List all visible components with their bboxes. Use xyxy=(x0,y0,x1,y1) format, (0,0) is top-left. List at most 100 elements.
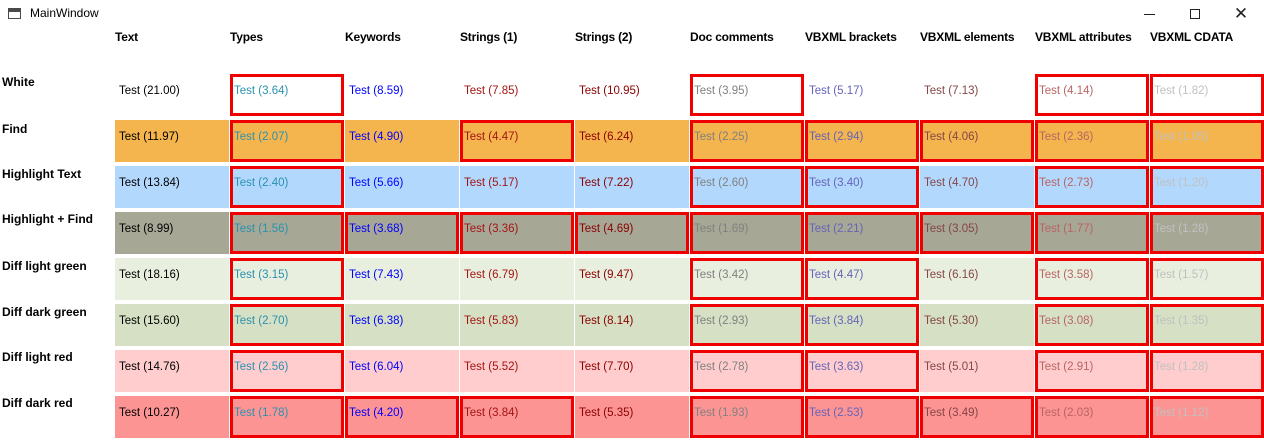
grid-cell: Test (2.56) xyxy=(230,350,344,392)
cell-label: Test (1.28) xyxy=(1154,361,1209,373)
grid-cell: Test (2.21) xyxy=(805,212,919,254)
cell-label: Test (3.42) xyxy=(694,269,749,281)
grid-cell: Test (2.93) xyxy=(690,304,804,346)
grid-cell: Test (2.78) xyxy=(690,350,804,392)
grid-cell: Test (3.84) xyxy=(460,396,574,438)
grid-cell: Test (4.69) xyxy=(575,212,689,254)
grid-cell: Test (5.52) xyxy=(460,350,574,392)
column-header: Keywords xyxy=(345,30,401,44)
grid-cell: Test (2.40) xyxy=(230,166,344,208)
grid-cell: Test (21.00) xyxy=(115,74,229,116)
row-header: Diff light red xyxy=(2,350,73,364)
grid-cell: Test (1.12) xyxy=(1150,396,1264,438)
grid-cell: Test (4.90) xyxy=(345,120,459,162)
cell-label: Test (5.83) xyxy=(464,315,519,327)
grid-cell: Test (3.58) xyxy=(1035,258,1149,300)
grid-cell: Test (1.69) xyxy=(690,212,804,254)
cell-label: Test (13.84) xyxy=(119,177,180,189)
grid-cell: Test (6.16) xyxy=(920,258,1034,300)
grid-cell: Test (2.94) xyxy=(805,120,919,162)
cell-label: Test (5.17) xyxy=(464,177,519,189)
cell-label: Test (1.93) xyxy=(694,407,749,419)
grid-cell: Test (5.01) xyxy=(920,350,1034,392)
grid-cell: Test (2.70) xyxy=(230,304,344,346)
cell-label: Test (2.94) xyxy=(809,131,864,143)
grid-cell: Test (1.56) xyxy=(230,212,344,254)
grid-cell: Test (1.93) xyxy=(690,396,804,438)
cell-label: Test (7.85) xyxy=(464,85,519,97)
cell-label: Test (3.36) xyxy=(464,223,519,235)
cell-label: Test (21.00) xyxy=(119,85,180,97)
grid-cell: Test (7.85) xyxy=(460,74,574,116)
cell-label: Test (1.57) xyxy=(1154,269,1209,281)
grid-cell: Test (1.77) xyxy=(1035,212,1149,254)
grid-cell: Test (3.49) xyxy=(920,396,1034,438)
cell-label: Test (2.73) xyxy=(1039,177,1094,189)
cell-label: Test (6.38) xyxy=(349,315,404,327)
minimize-button[interactable] xyxy=(1126,0,1172,28)
close-icon: ✕ xyxy=(1233,3,1249,24)
maximize-icon xyxy=(1190,9,1200,19)
cell-label: Test (7.13) xyxy=(924,85,979,97)
grid-cell: Test (3.42) xyxy=(690,258,804,300)
cell-label: Test (4.69) xyxy=(579,223,634,235)
row-header: Highlight Text xyxy=(2,167,82,181)
grid-cell: Test (1.28) xyxy=(1150,212,1264,254)
grid-cell: Test (1.28) xyxy=(1150,350,1264,392)
cell-label: Test (3.68) xyxy=(349,223,404,235)
grid-cell: Test (6.79) xyxy=(460,258,574,300)
row-header: Diff dark red xyxy=(2,396,73,410)
grid-cell: Test (6.38) xyxy=(345,304,459,346)
column-header: VBXML brackets xyxy=(805,30,897,44)
grid-cell: Test (10.27) xyxy=(115,396,229,438)
cell-label: Test (8.59) xyxy=(349,85,404,97)
grid-cell: Test (4.20) xyxy=(345,396,459,438)
cell-label: Test (7.22) xyxy=(579,177,634,189)
cell-label: Test (4.90) xyxy=(349,131,404,143)
grid-cell: Test (3.40) xyxy=(805,166,919,208)
cell-label: Test (18.16) xyxy=(119,269,180,281)
app-window-icon xyxy=(8,8,21,19)
grid-cell: Test (4.47) xyxy=(805,258,919,300)
grid-cell: Test (14.76) xyxy=(115,350,229,392)
cell-label: Test (6.79) xyxy=(464,269,519,281)
minimize-icon xyxy=(1143,13,1155,15)
grid-cell: Test (2.73) xyxy=(1035,166,1149,208)
cell-label: Test (3.64) xyxy=(234,85,289,97)
cell-label: Test (1.12) xyxy=(1154,407,1209,419)
column-header: VBXML CDATA xyxy=(1150,30,1234,44)
grid-cell: Test (5.17) xyxy=(460,166,574,208)
grid-cell: Test (1.57) xyxy=(1150,258,1264,300)
cell-label: Test (1.28) xyxy=(1154,223,1209,235)
maximize-button[interactable] xyxy=(1172,0,1218,28)
grid-cell: Test (1.78) xyxy=(230,396,344,438)
grid-cell: Test (5.66) xyxy=(345,166,459,208)
cell-label: Test (2.70) xyxy=(234,315,289,327)
close-button[interactable]: ✕ xyxy=(1218,0,1264,28)
grid-cell: Test (2.60) xyxy=(690,166,804,208)
grid-cell: Test (15.60) xyxy=(115,304,229,346)
grid-cell: Test (3.95) xyxy=(690,74,804,116)
grid-cell: Test (1.20) xyxy=(1150,166,1264,208)
cell-label: Test (3.95) xyxy=(694,85,749,97)
cell-label: Test (4.14) xyxy=(1039,85,1094,97)
cell-label: Test (5.66) xyxy=(349,177,404,189)
title-bar[interactable]: MainWindow ✕ xyxy=(0,0,1264,28)
cell-label: Test (2.40) xyxy=(234,177,289,189)
grid-cell: Test (8.14) xyxy=(575,304,689,346)
grid-cell: Test (2.91) xyxy=(1035,350,1149,392)
cell-label: Test (2.60) xyxy=(694,177,749,189)
cell-label: Test (2.78) xyxy=(694,361,749,373)
grid-cell: Test (3.63) xyxy=(805,350,919,392)
cell-label: Test (6.24) xyxy=(579,131,634,143)
cell-label: Test (3.84) xyxy=(809,315,864,327)
cell-label: Test (2.21) xyxy=(809,223,864,235)
cell-label: Test (3.15) xyxy=(234,269,289,281)
grid-cell: Test (18.16) xyxy=(115,258,229,300)
column-header: Strings (1) xyxy=(460,30,518,44)
column-header: Text xyxy=(115,30,138,44)
cell-label: Test (1.69) xyxy=(694,223,749,235)
grid-cell: Test (4.14) xyxy=(1035,74,1149,116)
grid-cell: Test (13.84) xyxy=(115,166,229,208)
grid-cell: Test (4.06) xyxy=(920,120,1034,162)
